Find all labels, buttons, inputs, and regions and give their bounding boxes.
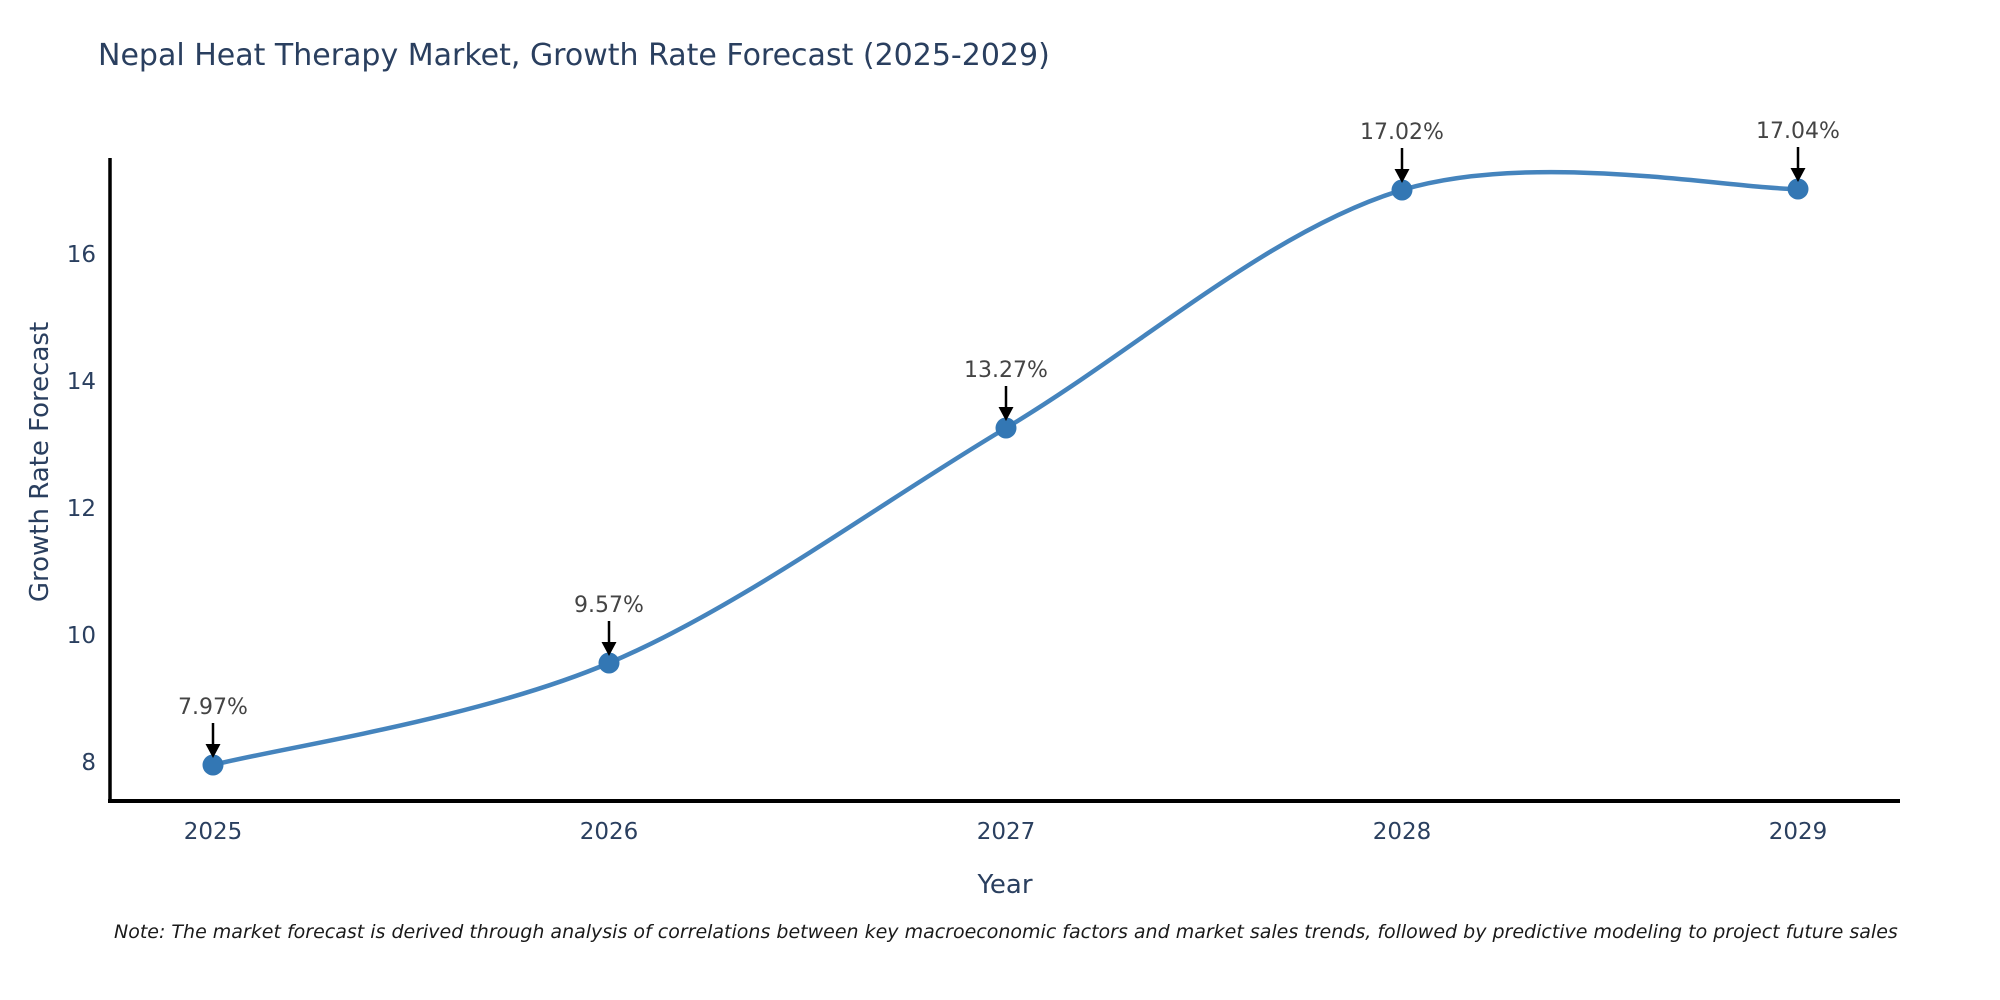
annotation-label-2029: 17.04% [1756,119,1840,144]
footnote: Note: The market forecast is derived thr… [114,921,1898,943]
data-point-marker-2028 [1391,179,1413,201]
x-tick-2025: 2025 [183,819,243,845]
annotation-arrow-2026 [601,621,617,656]
annotation-label-2025: 7.97% [178,695,248,720]
x-tick-2027: 2027 [976,819,1036,845]
annotation-arrow-2028 [1394,148,1410,183]
forecast-line [210,169,1801,768]
y-tick-14: 14 [66,369,96,395]
y-tick-16: 16 [66,242,96,268]
annotation-arrow-2027 [998,386,1014,421]
data-point-marker-2029 [1787,178,1809,200]
annotation-label-2027: 13.27% [964,358,1048,383]
x-axis-title: Year [977,870,1033,900]
x-tick-2029: 2029 [1768,819,1828,845]
x-tick-2028: 2028 [1372,819,1432,845]
data-point-marker-2025 [202,754,224,776]
chart-title: Nepal Heat Therapy Market, Growth Rate F… [98,38,1050,73]
annotation-label-2026: 9.57% [574,593,644,618]
y-tick-10: 10 [66,623,96,649]
y-tick-8: 8 [81,750,96,776]
annotation-arrow-2025 [205,723,221,758]
data-point-marker-2027 [995,417,1017,439]
y-axis-title: Growth Rate Forecast [25,321,55,603]
x-tick-2026: 2026 [579,819,639,845]
annotation-arrow-2029 [1790,147,1806,182]
annotation-label-2028: 17.02% [1360,120,1444,145]
y-tick-12: 12 [66,496,96,522]
data-point-marker-2026 [598,652,620,674]
